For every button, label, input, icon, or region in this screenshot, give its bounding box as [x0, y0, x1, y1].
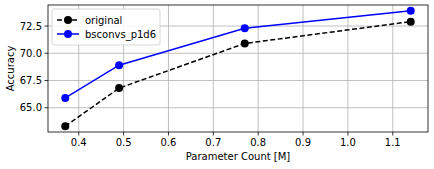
x-tick-label: 1.1: [385, 137, 401, 148]
y-tick-label: 72.5: [20, 21, 42, 32]
series-marker: [241, 39, 249, 47]
x-tick-label: 0.8: [250, 137, 266, 148]
series-line: [65, 22, 410, 127]
x-tick-label: 0.9: [295, 137, 311, 148]
x-grid-line: [213, 5, 214, 132]
y-grid-line: [48, 107, 428, 108]
y-tick: [45, 80, 49, 81]
legend-marker: [64, 16, 72, 24]
x-grid-line: [347, 5, 348, 132]
series-marker: [241, 24, 249, 32]
series-marker: [407, 7, 415, 15]
y-tick: [45, 26, 49, 27]
x-tick-label: 0.7: [205, 137, 221, 148]
x-tick: [78, 132, 79, 136]
legend: original bsconvs_p1d6: [52, 9, 160, 45]
x-grid-line: [303, 5, 304, 132]
series-marker: [61, 122, 69, 130]
x-tick: [303, 132, 304, 136]
chart-svg: 0.4 0.5 0.6 0.7 0.8 0.9 1.0 1.1 65.0 67.5 70.0 72.5…: [0, 0, 434, 169]
y-tick: [45, 107, 49, 108]
x-grid-line: [258, 5, 259, 132]
y-tick: [45, 53, 49, 54]
y-tick-label: 65.0: [20, 102, 42, 113]
background: [0, 0, 434, 169]
x-tick: [392, 132, 393, 136]
plot-marks: [61, 7, 414, 130]
legend-label: original: [85, 15, 122, 26]
chart-root: 0.4 0.5 0.6 0.7 0.8 0.9 1.0 1.1 65.0 67.5 70.0 72.5…: [0, 0, 434, 169]
x-tick: [168, 132, 169, 136]
x-tick: [258, 132, 259, 136]
y-tick-label: 67.5: [20, 75, 42, 86]
legend-marker: [64, 30, 72, 38]
series-marker: [115, 84, 123, 92]
y-grid-line: [48, 80, 428, 81]
series-marker: [61, 94, 69, 102]
x-axis-label: Parameter Count [M]: [186, 151, 291, 162]
x-grid-line: [168, 5, 169, 132]
legend-label: bsconvs_p1d6: [85, 29, 156, 41]
y-tick-label: 70.0: [20, 48, 42, 59]
series-marker: [407, 18, 415, 26]
series-marker: [115, 61, 123, 69]
x-tick-label: 0.6: [161, 137, 177, 148]
legend-box: [52, 9, 160, 45]
series-line: [65, 11, 410, 98]
plot-frame: [48, 5, 428, 132]
x-tick: [123, 132, 124, 136]
y-grid-line: [48, 53, 428, 54]
x-tick-label: 0.4: [71, 137, 87, 148]
x-tick: [347, 132, 348, 136]
x-tick-label: 1.0: [340, 137, 356, 148]
x-tick: [213, 132, 214, 136]
y-axis-label: Accuracy: [5, 46, 16, 92]
x-tick-label: 0.5: [116, 137, 132, 148]
